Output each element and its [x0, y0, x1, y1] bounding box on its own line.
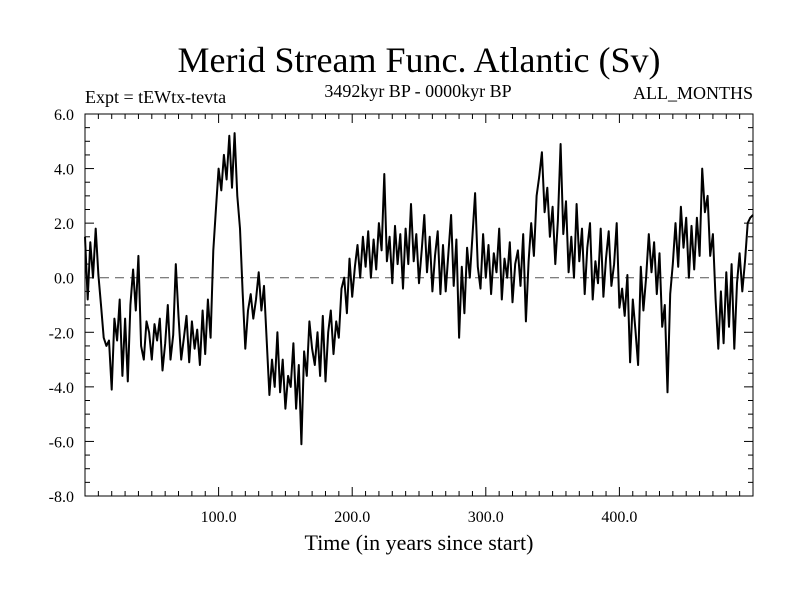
tick-labels: 100.0 200.0 300.0 400.0 6.0 4.0 2.0 0.0 -2.0 -4.0… — [49, 107, 638, 526]
experiment-label: Expt = tEWtx-tevta — [85, 87, 226, 107]
chart-title: Merid Stream Func. Atlantic (Sv) — [178, 40, 661, 80]
time-range-label: 3492kyr BP - 0000kyr BP — [324, 81, 511, 101]
y-tick-label: -4.0 — [49, 380, 74, 397]
series-line — [84, 132, 754, 446]
y-tick-label: 4.0 — [54, 162, 74, 179]
months-label: ALL_MONTHS — [633, 83, 753, 103]
y-tick-label: -6.0 — [49, 434, 74, 451]
plot-frame — [84, 113, 754, 497]
y-tick-label: -8.0 — [49, 489, 74, 506]
x-tick-label: 100.0 — [201, 509, 237, 526]
y-tick-label: 2.0 — [54, 216, 74, 233]
axis-ticks — [84, 113, 754, 497]
x-tick-label: 400.0 — [601, 509, 637, 526]
y-tick-label: -2.0 — [49, 325, 74, 342]
x-tick-label: 200.0 — [334, 509, 370, 526]
x-axis-label: Time (in years since start) — [305, 530, 534, 555]
x-tick-label: 300.0 — [468, 509, 504, 526]
y-tick-label: 6.0 — [54, 107, 74, 124]
y-tick-label: 0.0 — [54, 271, 74, 288]
